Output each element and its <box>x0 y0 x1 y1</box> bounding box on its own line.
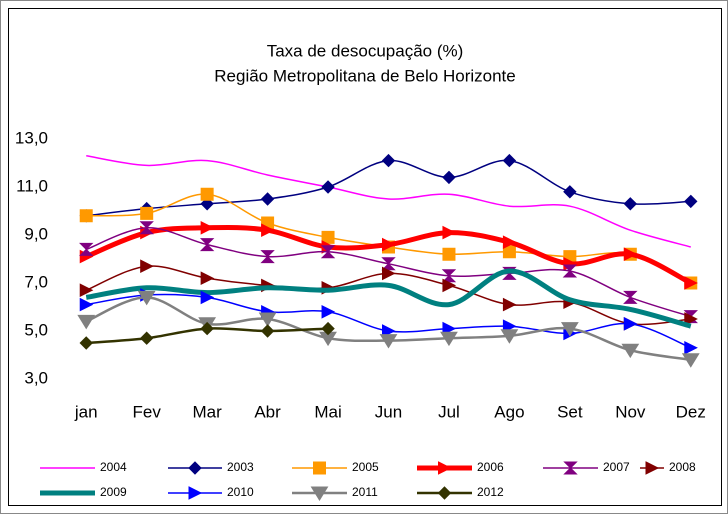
x-tick-label: Set <box>557 402 583 421</box>
data-point <box>681 353 700 368</box>
data-point <box>500 329 519 344</box>
data-point <box>77 314 96 330</box>
x-tick-label: Dez <box>676 402 706 421</box>
data-point <box>140 206 154 220</box>
data-point <box>320 245 336 259</box>
data-point <box>684 312 698 326</box>
data-point <box>140 259 154 274</box>
data-point <box>261 223 275 238</box>
data-point <box>382 324 396 338</box>
data-point <box>502 245 516 259</box>
data-point <box>381 153 396 168</box>
data-point <box>200 187 214 201</box>
y-tick-label: 13,0 <box>15 128 48 147</box>
chart-subtitle: Região Metropolitana de Belo Horizonte <box>214 66 515 85</box>
data-point <box>623 316 638 331</box>
data-point <box>621 343 640 359</box>
x-tick-label: Abr <box>254 402 281 421</box>
x-tick-label: jan <box>74 402 98 421</box>
data-point <box>260 250 275 264</box>
data-point <box>684 276 698 290</box>
data-point <box>382 237 396 252</box>
data-point <box>442 225 457 240</box>
legend-label: 2004 <box>100 460 127 474</box>
legend-label: 2007 <box>603 460 630 474</box>
legend-label: 2003 <box>227 460 254 474</box>
y-tick-label: 3,0 <box>24 368 48 387</box>
data-point <box>137 290 156 306</box>
legend-label: 2011 <box>352 485 378 499</box>
data-point <box>563 185 577 199</box>
data-point <box>379 334 398 349</box>
data-point <box>139 331 154 345</box>
legend-label: 2009 <box>100 485 127 499</box>
data-point <box>199 238 215 252</box>
data-point <box>442 278 457 293</box>
data-point <box>258 312 277 327</box>
data-point <box>200 321 214 336</box>
data-point <box>442 247 456 261</box>
data-point <box>502 153 517 168</box>
series-line <box>86 155 691 248</box>
legend-label: 2008 <box>669 460 696 474</box>
data-point <box>200 197 214 211</box>
legend-marker <box>438 461 452 475</box>
legend-marker <box>313 461 326 475</box>
y-tick-label: 7,0 <box>24 272 48 291</box>
data-point <box>79 242 94 256</box>
data-point <box>260 192 275 206</box>
data-point <box>623 247 638 262</box>
data-point <box>623 290 638 304</box>
x-tick-label: Ago <box>494 402 524 421</box>
legend-marker <box>310 486 329 501</box>
data-point <box>79 283 94 298</box>
x-tick-label: Mar <box>192 402 222 421</box>
legend-label: 2012 <box>477 485 504 499</box>
data-point <box>623 197 638 211</box>
series-line <box>85 268 692 329</box>
data-point <box>79 297 94 312</box>
x-tick-label: Nov <box>615 402 646 421</box>
data-point <box>321 321 335 336</box>
legend-label: 2010 <box>227 485 254 499</box>
data-point <box>321 304 336 319</box>
data-point <box>560 322 579 337</box>
data-point <box>79 336 93 350</box>
legend-label: 2005 <box>352 460 379 474</box>
data-point <box>502 297 517 312</box>
legend-label: 2006 <box>477 460 504 474</box>
data-point <box>200 220 215 235</box>
y-tick-label: 9,0 <box>24 224 48 243</box>
chart-title: Taxa de desocupação (%) <box>267 41 464 60</box>
data-point <box>502 235 517 250</box>
legend-marker <box>437 486 452 500</box>
data-point <box>562 264 578 278</box>
data-point <box>684 340 698 355</box>
data-point <box>442 321 457 336</box>
legend-marker <box>645 461 660 475</box>
legend-marker <box>563 461 578 475</box>
x-tick-label: Jun <box>375 402 402 421</box>
data-point <box>260 324 275 338</box>
x-tick-label: Jul <box>438 402 460 421</box>
y-tick-label: 5,0 <box>24 320 48 339</box>
data-point <box>382 266 396 281</box>
data-point <box>440 331 458 347</box>
data-point <box>321 180 335 194</box>
x-tick-label: Mai <box>314 402 341 421</box>
data-point <box>502 319 517 334</box>
data-point <box>79 209 93 223</box>
data-point <box>139 221 154 235</box>
legend-marker <box>188 486 203 500</box>
data-point <box>200 290 215 305</box>
y-tick-label: 11,0 <box>16 176 48 195</box>
data-point <box>684 194 698 209</box>
data-point <box>321 230 335 244</box>
data-point <box>200 271 215 286</box>
legend-marker <box>188 461 202 475</box>
data-point <box>442 170 456 185</box>
x-tick-label: Fev <box>133 402 162 421</box>
